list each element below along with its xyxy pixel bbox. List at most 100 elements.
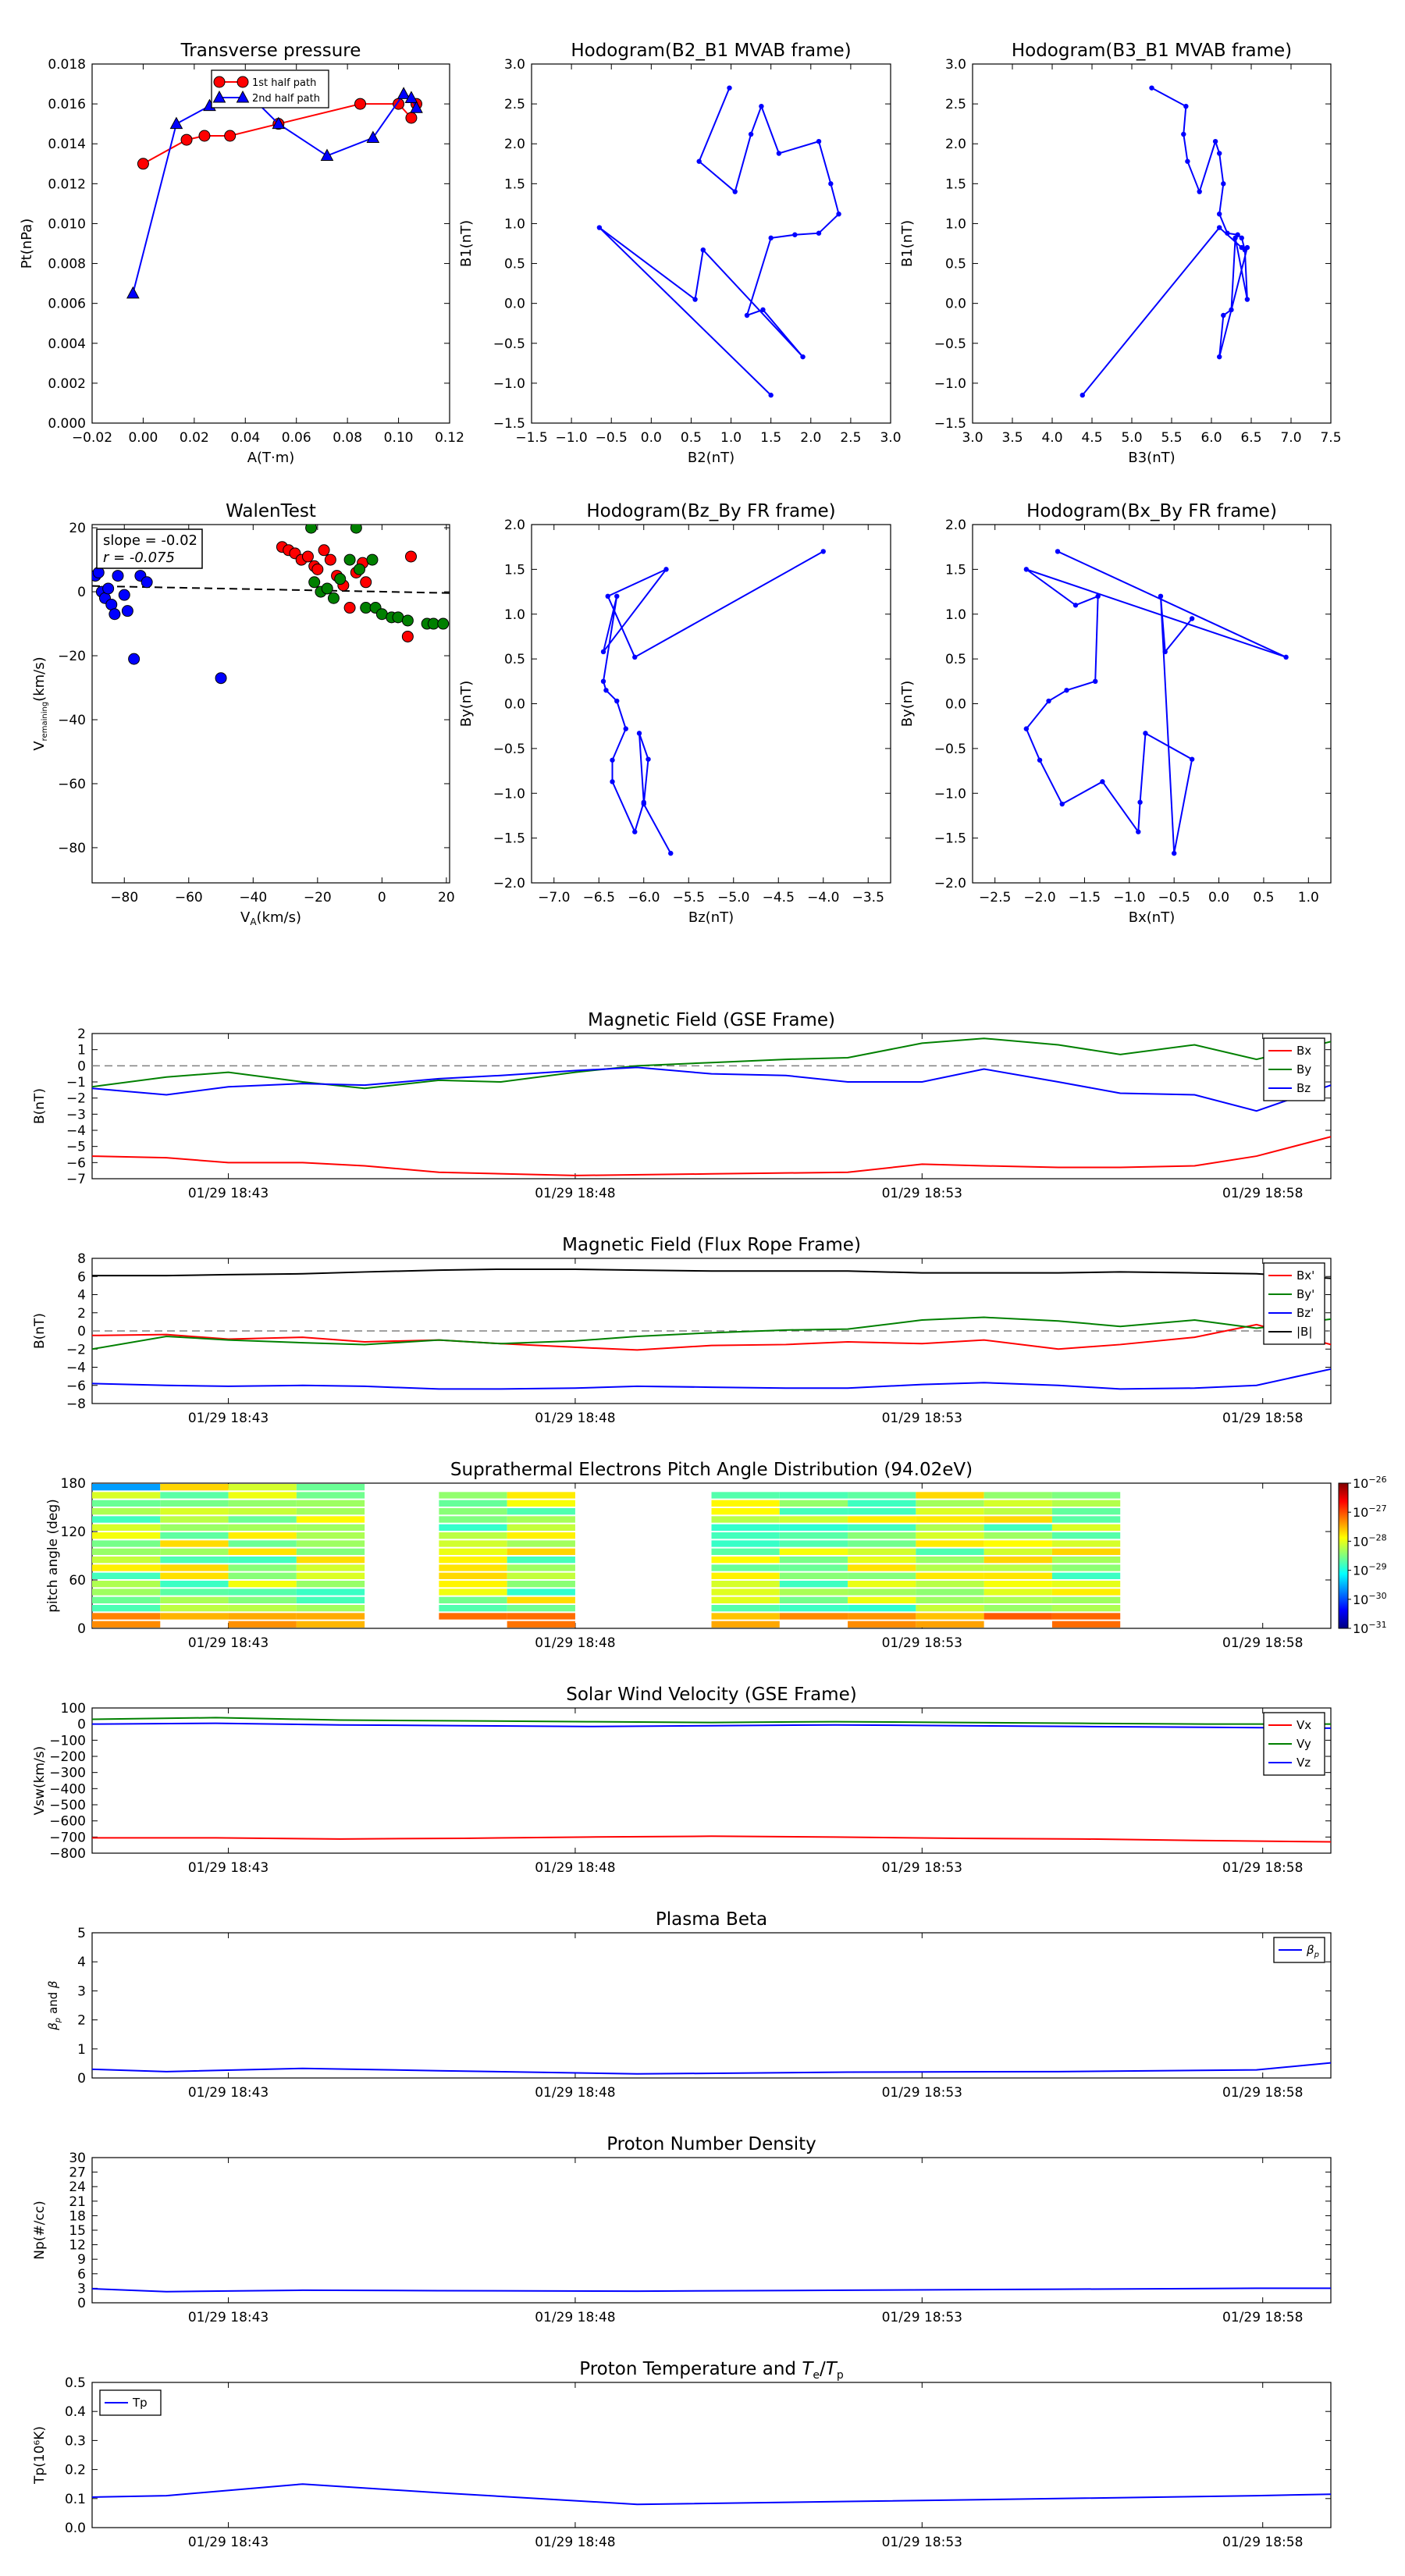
- heatmap-cell: [711, 1621, 780, 1628]
- y-tick-label: 1.5: [945, 176, 966, 192]
- heatmap-cell: [160, 1613, 229, 1620]
- x-tick-label: −4.5: [763, 890, 795, 906]
- chart-title: Transverse pressure: [180, 41, 361, 61]
- y-tick-label: 3: [77, 1984, 86, 1999]
- heatmap-cell: [92, 1564, 161, 1571]
- plot-area: [92, 2287, 1331, 2293]
- y-tick-label: 6: [77, 1269, 86, 1285]
- plot-area: [92, 2062, 1331, 2075]
- series-line-Vz: [92, 1722, 1331, 1729]
- x-tick-label: 4.0: [1041, 430, 1062, 446]
- colorbar-tick-label: 10−26: [1353, 1475, 1387, 1491]
- heatmap-cell: [848, 1540, 916, 1547]
- x-tick-label: −40: [239, 890, 267, 906]
- time-tick-label: 01/29 18:58: [1222, 1860, 1303, 1876]
- time-tick-label: 01/29 18:43: [188, 2310, 269, 2325]
- y-tick-label: −7: [66, 1172, 86, 1187]
- heatmap-cell: [1051, 1613, 1121, 1620]
- y-tick-label: 2: [77, 1306, 86, 1322]
- y-tick-label: 0: [77, 2296, 86, 2311]
- heatmap-cell: [228, 1484, 297, 1491]
- heatmap-cell: [507, 1516, 575, 1523]
- series-line-By': [92, 1316, 1331, 1350]
- y-tick-label: 0: [77, 1717, 86, 1733]
- data-point: [641, 801, 646, 807]
- heatmap-cell: [848, 1557, 916, 1564]
- y-axis-label: By(nT): [899, 681, 916, 727]
- series-line-β_p: [92, 2062, 1331, 2075]
- data-point: [748, 131, 754, 137]
- heatmap-cell: [160, 1557, 229, 1564]
- heatmap-cell: [711, 1524, 780, 1531]
- y-tick-label: 0.018: [48, 57, 86, 73]
- heatmap-cell: [507, 1621, 575, 1628]
- data-point: [1217, 151, 1222, 156]
- plot-area: [596, 85, 841, 398]
- heatmap-cell: [779, 1500, 848, 1507]
- y-tick-label: −2.0: [493, 876, 525, 891]
- heatmap-cell: [160, 1564, 229, 1571]
- x-tick-label: −5.0: [717, 890, 749, 906]
- y-tick-label: 1.0: [945, 216, 966, 232]
- data-point: [1059, 801, 1065, 807]
- heatmap-cell: [848, 1548, 916, 1555]
- data-point: [596, 225, 603, 230]
- data-point: [1072, 603, 1079, 608]
- y-tick-label: 3.0: [504, 57, 525, 73]
- y-tick-label: 0.4: [65, 2404, 86, 2420]
- y-tick-label: 0: [77, 2071, 86, 2087]
- x-tick-label: −1.5: [515, 430, 547, 446]
- legend-label: Vy: [1297, 1737, 1311, 1751]
- x-tick-label: −3.5: [852, 890, 884, 906]
- time-tick-label: 01/29 18:53: [882, 2085, 962, 2101]
- data-point: [301, 550, 314, 563]
- chart-beta: Plasma Beta 0 1 2 3 4 5 01/29 18:43 01/29 18:48 0…: [46, 1909, 1332, 2101]
- heatmap-cell: [92, 1557, 161, 1564]
- heatmap-cell: [711, 1605, 780, 1612]
- heatmap-cell: [1051, 1621, 1121, 1628]
- y-axis-label: By(nT): [458, 681, 475, 727]
- y-tick-label: 1: [77, 2042, 86, 2058]
- data-point: [1037, 757, 1043, 763]
- heatmap-cell: [711, 1613, 780, 1620]
- data-point: [353, 563, 365, 575]
- y-tick-label: 0.016: [48, 97, 86, 112]
- heatmap-cell: [439, 1508, 507, 1515]
- data-point: [320, 148, 334, 162]
- chart-pt: Transverse pressure 0.000 0.002 0.004 0.006 0…: [19, 41, 464, 466]
- data-point: [397, 87, 411, 99]
- y-axis-label: B1(nT): [458, 220, 475, 267]
- heatmap-cell: [92, 1613, 161, 1620]
- heatmap-cell: [507, 1581, 575, 1588]
- data-point: [324, 553, 336, 566]
- heatmap-cell: [984, 1589, 1052, 1596]
- time-tick-label: 01/29 18:53: [882, 1860, 962, 1876]
- y-tick-label: 3.0: [945, 57, 966, 73]
- data-point: [126, 286, 140, 299]
- heatmap-cell: [848, 1621, 916, 1628]
- data-point: [668, 850, 674, 856]
- heatmap-cell: [507, 1492, 575, 1499]
- y-tick-label: 0.5: [65, 2375, 86, 2391]
- plot-area: [600, 549, 826, 856]
- data-point: [603, 688, 609, 693]
- heatmap-cell: [92, 1500, 161, 1507]
- heatmap-cell: [779, 1613, 848, 1620]
- axes-frame: [91, 524, 450, 884]
- data-point: [1189, 616, 1195, 621]
- series-line-Bz: [92, 1066, 1331, 1112]
- time-tick-label: 01/29 18:48: [535, 1860, 615, 1876]
- data-point: [632, 829, 638, 834]
- heatmap-cell: [160, 1596, 229, 1603]
- heatmap-cell: [848, 1572, 916, 1579]
- y-tick-label: −4: [66, 1123, 86, 1139]
- heatmap-cell: [439, 1532, 507, 1539]
- time-tick-label: 01/29 18:48: [535, 1411, 615, 1426]
- heatmap-cell: [228, 1605, 297, 1612]
- legend-label: Bx: [1297, 1044, 1311, 1058]
- heatmap-cell: [916, 1605, 984, 1612]
- data-point: [404, 550, 417, 563]
- heatmap-cell: [984, 1508, 1052, 1515]
- y-tick-label: 4: [77, 1288, 86, 1304]
- series-line-0: [1025, 550, 1287, 854]
